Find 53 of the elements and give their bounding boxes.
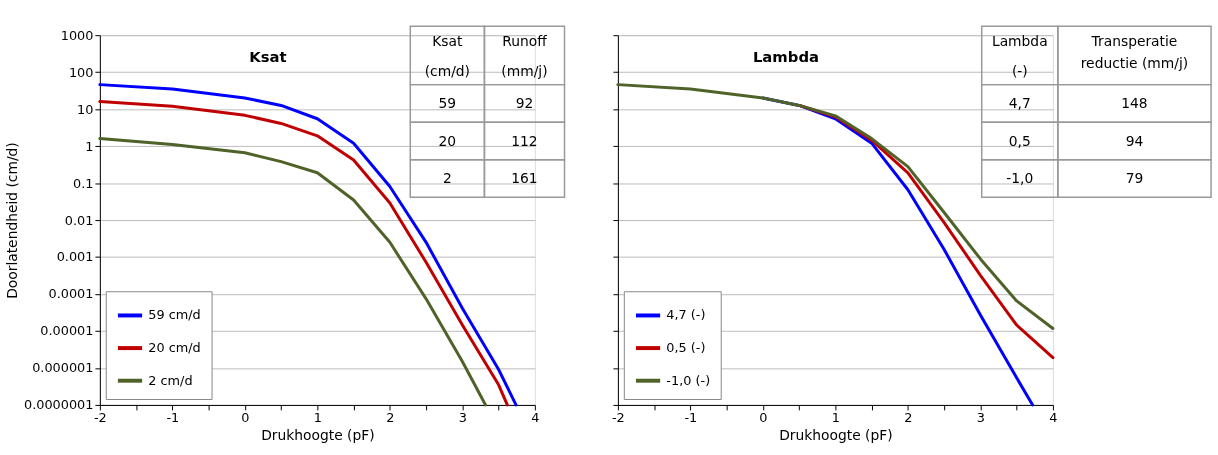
x-tick-label: -2 — [93, 410, 107, 426]
y-tick-label: 10 — [77, 101, 94, 117]
x-tick-label: -1 — [684, 410, 698, 426]
annotation: 2 — [442, 170, 452, 187]
x-tick-label: 4 — [1049, 410, 1058, 426]
annotation: 20 — [438, 132, 457, 149]
x-axis-title: Drukhoogte (pF) — [261, 427, 375, 444]
x-tick-label: 3 — [458, 410, 467, 426]
text: 94 — [1125, 132, 1144, 149]
x-tick-label: 2 — [386, 410, 395, 426]
x-axis-title: Drukhoogte (pF) — [779, 427, 893, 444]
text: 79 — [1125, 170, 1144, 187]
annotation: 4,7 — [1008, 95, 1031, 112]
text: 148 — [1121, 95, 1148, 112]
annotation: 0,5 — [1008, 132, 1031, 149]
x-tick-label: 1 — [313, 410, 322, 426]
annotation: 161 — [511, 170, 538, 187]
y-tick-label: 1000 — [60, 27, 94, 43]
line-series — [98, 137, 488, 407]
annotation: Ksat (cm/d) — [424, 33, 471, 79]
legend-label: 2 cm/d — [148, 372, 193, 388]
x-tick-label: 0 — [241, 410, 250, 426]
y-tick-label: 0.1 — [72, 175, 94, 191]
legend-label: -1,0 (-) — [666, 372, 711, 388]
x-tick-label: 4 — [531, 410, 540, 426]
y-axis-title: Doorlatendheid (cm/d) — [4, 142, 20, 299]
text: Ksat — [249, 47, 287, 65]
y-tick-label: 0.00001 — [40, 323, 94, 339]
y-tick-label: 100 — [68, 64, 94, 80]
text: Transperatie reductie (mm/j) — [1080, 33, 1189, 71]
x-tick-label: -1 — [166, 410, 180, 426]
y-tick-label: 0.0001 — [48, 286, 94, 302]
y-tick-label: 1 — [85, 138, 94, 154]
annotation: Lambda (-) — [991, 33, 1048, 79]
annotation: -1,0 — [1006, 170, 1034, 187]
legend-label: 0,5 (-) — [666, 340, 706, 356]
legend-label: 20 cm/d — [148, 340, 201, 356]
x-tick-label: -2 — [611, 410, 625, 426]
y-tick-label: 0.0000001 — [23, 397, 94, 413]
y-tick-label: 0.01 — [64, 212, 94, 228]
annotation: 59 — [438, 95, 457, 112]
x-tick-label: 3 — [976, 410, 985, 426]
legend-label: 59 cm/d — [148, 307, 201, 323]
annotation: 92 — [515, 95, 534, 112]
y-tick-label: 0.001 — [56, 249, 94, 265]
y-tick-label: 0.000001 — [32, 360, 94, 376]
x-tick-label: 2 — [904, 410, 913, 426]
x-tick-label: 0 — [759, 410, 768, 426]
annotation: Runoff (mm/j) — [501, 33, 548, 79]
annotation: 112 — [511, 132, 538, 149]
legend-label: 4,7 (-) — [666, 307, 706, 323]
text: Lambda — [752, 47, 819, 65]
x-tick-label: 1 — [831, 410, 840, 426]
